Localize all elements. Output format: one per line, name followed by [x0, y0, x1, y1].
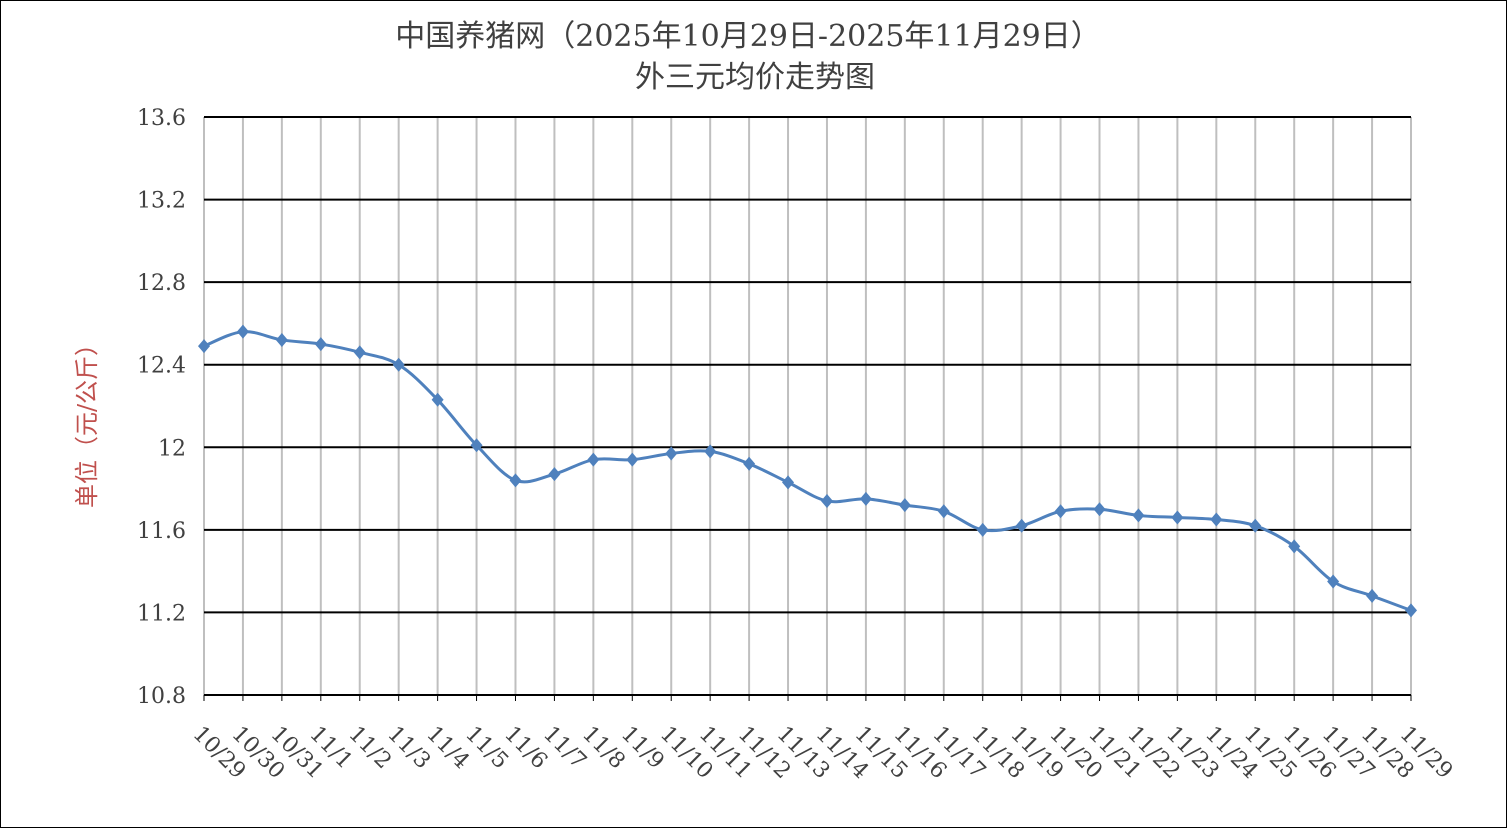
- x-tick-label: 11/4: [421, 722, 474, 775]
- data-point-marker: [275, 332, 288, 347]
- data-point-marker: [587, 452, 600, 467]
- data-point-marker: [859, 491, 872, 506]
- data-point-marker: [198, 339, 210, 354]
- y-tick-label: 12.4: [137, 354, 186, 379]
- data-point-marker: [1288, 539, 1301, 554]
- data-point-marker: [626, 452, 639, 467]
- data-point-marker: [470, 438, 483, 453]
- data-point-marker: [1093, 502, 1106, 517]
- data-point-marker: [1249, 518, 1262, 533]
- y-axis-label: 单位（元/公斤）: [73, 332, 101, 508]
- y-tick-label: 10.8: [137, 684, 186, 709]
- data-point-marker: [1327, 574, 1340, 589]
- data-point-marker: [548, 467, 561, 482]
- y-tick-label: 11.6: [137, 519, 186, 544]
- data-point-marker: [1405, 603, 1417, 618]
- data-point-marker: [353, 345, 366, 360]
- data-point-marker: [1210, 512, 1223, 527]
- data-point-marker: [1054, 504, 1067, 519]
- x-tick-label: 11/8: [577, 722, 630, 775]
- data-point-marker: [937, 504, 950, 519]
- y-tick-label: 13.6: [137, 106, 186, 131]
- data-point-marker: [509, 473, 522, 488]
- chart-subtitle: 外三元均价走势图: [635, 60, 875, 95]
- data-point-marker: [704, 444, 717, 459]
- data-point-marker: [820, 493, 833, 508]
- y-tick-label: 13.2: [137, 189, 186, 214]
- data-point-marker: [392, 357, 405, 372]
- x-tick-label: 11/5: [460, 722, 513, 775]
- series-line: [203, 330, 1412, 612]
- data-point-marker: [1015, 518, 1028, 533]
- data-point-marker: [976, 522, 989, 537]
- data-point-marker: [1366, 588, 1379, 603]
- x-tick-label: 11/2: [343, 722, 396, 775]
- x-tick-label: 11/6: [499, 722, 552, 775]
- x-tick-label: 11/7: [538, 722, 591, 775]
- y-tick-label: 12: [158, 436, 186, 461]
- x-tick-label: 11/3: [382, 722, 435, 775]
- data-point-marker: [665, 446, 678, 461]
- data-point-marker: [314, 337, 327, 352]
- y-tick-label: 12.8: [137, 271, 186, 296]
- chart-title: 中国养猪网（2025年10月29日-2025年11月29日）: [395, 19, 1101, 54]
- data-point-marker: [743, 456, 756, 471]
- data-point-marker: [1132, 508, 1145, 523]
- y-tick-label: 11.2: [137, 601, 186, 626]
- data-point-marker: [1171, 510, 1184, 525]
- data-point-marker: [782, 475, 795, 490]
- data-point-marker: [898, 498, 911, 513]
- data-point-marker: [431, 392, 444, 407]
- x-tick-label: 11/9: [616, 722, 669, 775]
- data-point-marker: [236, 324, 249, 339]
